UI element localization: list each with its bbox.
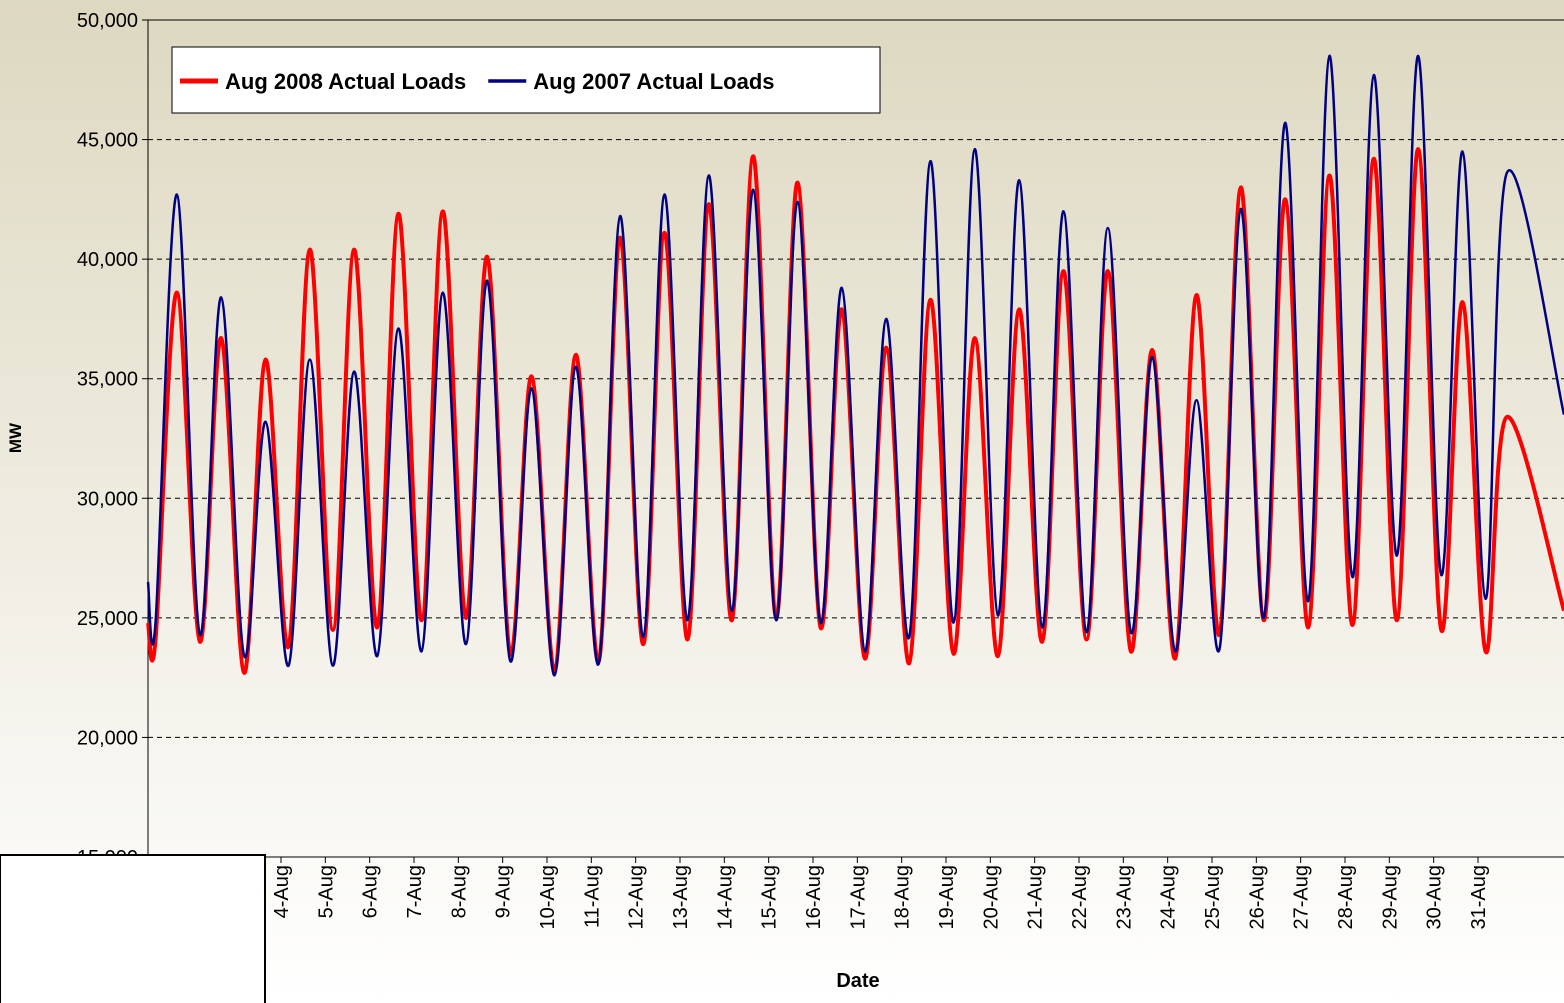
x-tick-label: 5-Aug xyxy=(315,865,337,918)
legend-label: Aug 2007 Actual Loads xyxy=(533,69,774,94)
x-tick-label: 25-Aug xyxy=(1202,865,1224,930)
x-tick-label: 7-Aug xyxy=(404,865,426,918)
y-tick-label: 20,000 xyxy=(77,727,138,749)
x-tick-label: 22-Aug xyxy=(1069,865,1091,930)
x-tick-label: 27-Aug xyxy=(1291,865,1313,930)
x-tick-label: 23-Aug xyxy=(1113,865,1135,930)
x-tick-label: 15-Aug xyxy=(759,865,781,930)
x-tick-label: 10-Aug xyxy=(537,865,559,930)
x-tick-label: 9-Aug xyxy=(493,865,515,918)
legend-label: Aug 2008 Actual Loads xyxy=(225,69,466,94)
x-tick-label: 18-Aug xyxy=(892,865,914,930)
x-tick-label: 14-Aug xyxy=(714,865,736,930)
x-tick-label: 16-Aug xyxy=(803,865,825,930)
x-tick-label: 26-Aug xyxy=(1246,865,1268,930)
x-tick-label: 20-Aug xyxy=(980,865,1002,930)
x-tick-label: 4-Aug xyxy=(271,865,293,918)
corner-box xyxy=(0,854,266,1003)
x-tick-label: 19-Aug xyxy=(936,865,958,930)
y-axis-label: MW xyxy=(6,422,25,453)
x-tick-label: 12-Aug xyxy=(626,865,648,930)
x-tick-label: 6-Aug xyxy=(360,865,382,918)
line-series xyxy=(146,54,1564,677)
x-tick-label: 13-Aug xyxy=(670,865,692,930)
x-tick-label: 29-Aug xyxy=(1379,865,1401,930)
x-tick-label: 24-Aug xyxy=(1158,865,1180,930)
y-tick-label: 40,000 xyxy=(77,249,138,271)
y-tick-label: 30,000 xyxy=(77,488,138,510)
x-tick-label: 8-Aug xyxy=(448,865,470,918)
x-axis-label: Date xyxy=(836,970,879,992)
x-tick-label: 31-Aug xyxy=(1468,865,1490,930)
y-tick-label: 50,000 xyxy=(77,10,138,32)
legend: Aug 2008 Actual Loads Aug 2007 Actual Loa… xyxy=(171,46,881,114)
x-tick-label: 11-Aug xyxy=(581,865,603,928)
y-tick-label: 25,000 xyxy=(77,608,138,630)
x-tick-label: 28-Aug xyxy=(1335,865,1357,930)
x-tick-label: 17-Aug xyxy=(847,865,869,930)
x-tick-label: 30-Aug xyxy=(1424,865,1446,930)
x-tick-label: 21-Aug xyxy=(1025,865,1047,930)
y-tick-label: 45,000 xyxy=(77,130,138,152)
y-tick-label: 35,000 xyxy=(77,369,138,391)
